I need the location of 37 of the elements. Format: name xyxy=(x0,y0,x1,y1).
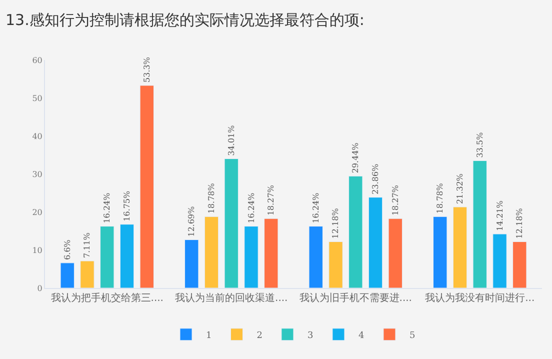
data-label: 12.18% xyxy=(331,208,340,239)
data-label: 53.3% xyxy=(142,56,152,82)
x-tick-label: 我认为把手机交给第三.... xyxy=(50,292,164,304)
data-label: 7.11% xyxy=(82,232,92,258)
data-label: 16.24% xyxy=(102,192,112,224)
data-label: 16.24% xyxy=(246,192,256,224)
data-label: 18.27% xyxy=(390,184,400,216)
data-label: 6.6% xyxy=(62,239,72,260)
data-label: 34.01% xyxy=(226,124,236,156)
y-tick-label: 20 xyxy=(32,208,42,217)
legend-label: 3 xyxy=(307,330,314,341)
data-label: 33.5% xyxy=(475,132,484,158)
y-tick-label: 30 xyxy=(32,170,42,179)
chart-title: 13.感知行为控制请根据您的实际情况选择最符合的项: xyxy=(6,10,364,29)
legend-label: 2 xyxy=(256,330,262,341)
data-label: 12.69% xyxy=(187,206,196,237)
x-tick-label: 我认为当前的回收渠道.... xyxy=(175,292,288,304)
y-tick-label: 0 xyxy=(37,284,42,293)
data-label: 18.78% xyxy=(436,182,445,214)
legend-label: 1 xyxy=(206,330,212,341)
y-tick-label: 50 xyxy=(32,94,42,103)
y-tick-label: 40 xyxy=(32,132,42,141)
data-label: 23.86% xyxy=(371,163,380,194)
y-tick-label: 60 xyxy=(32,56,42,65)
data-label: 29.44% xyxy=(351,142,360,174)
data-label: 16.24% xyxy=(311,192,320,224)
legend-label: 5 xyxy=(409,330,416,341)
x-tick-label: 我认为我没有时间进行... xyxy=(425,292,535,304)
data-label: 18.27% xyxy=(266,184,276,216)
data-label: 16.75% xyxy=(122,190,132,222)
data-label: 21.32% xyxy=(455,173,464,204)
data-label: 12.18% xyxy=(515,208,524,239)
legend-label: 4 xyxy=(358,330,364,341)
y-tick-label: 10 xyxy=(32,246,42,255)
data-label: 18.78% xyxy=(206,182,216,214)
data-label: 14.21% xyxy=(495,200,504,231)
x-tick-label: 我认为旧手机不需要进.... xyxy=(299,292,412,304)
